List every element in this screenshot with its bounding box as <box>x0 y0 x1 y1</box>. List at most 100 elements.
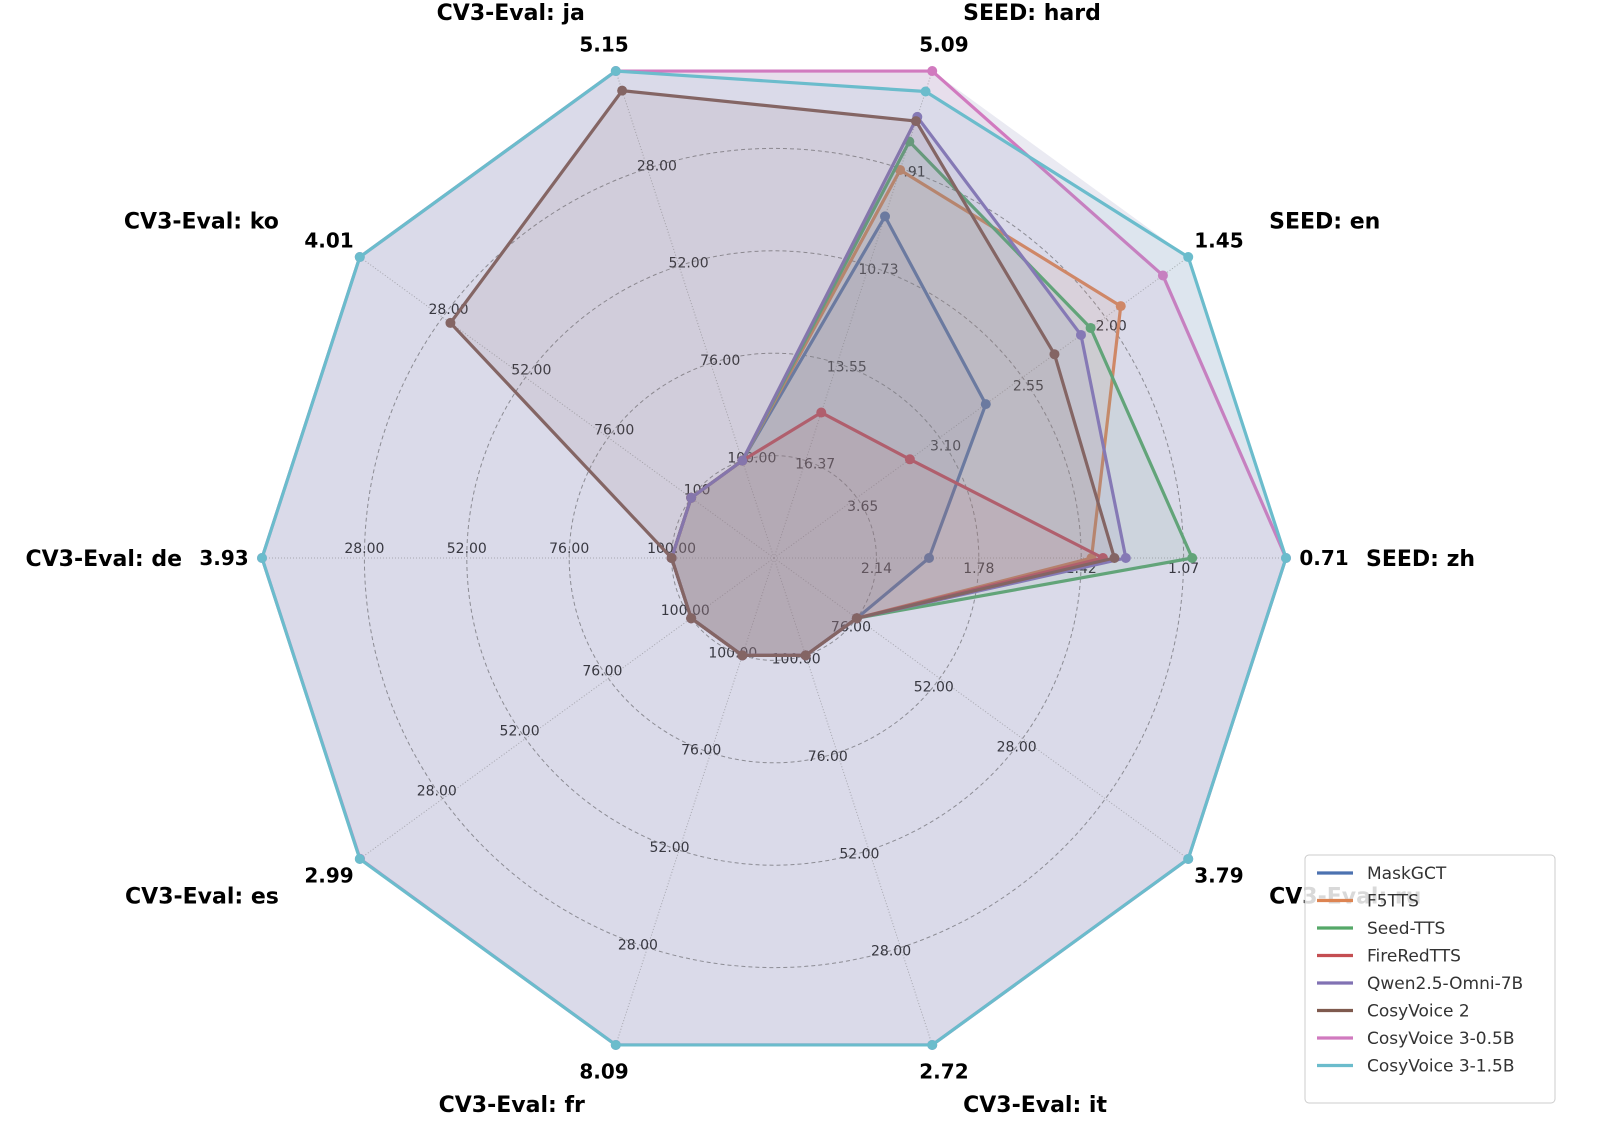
axis-best-value: 0.71 <box>1299 546 1348 570</box>
series-point <box>610 1039 621 1050</box>
axis-spoke <box>615 557 775 1046</box>
tick-label: 52.00 <box>511 362 551 378</box>
legend-entry: Seed-TTS <box>1367 919 1445 939</box>
axis-label: CV3-Eval: de <box>26 547 183 572</box>
series-point <box>737 455 748 466</box>
series-point <box>924 553 935 563</box>
tick-label: 28.00 <box>871 944 911 960</box>
series-point <box>1187 553 1198 563</box>
tick-label: 10.73 <box>858 262 898 278</box>
series-area <box>671 412 1103 656</box>
series-point <box>851 613 862 624</box>
tick-label: 52.00 <box>447 541 487 557</box>
tick-label: 28.00 <box>417 784 457 800</box>
series-point <box>980 399 991 410</box>
legend-entry: F5TTS <box>1367 892 1419 912</box>
series-point <box>617 85 628 96</box>
legend-entry: CosyVoice 2 <box>1367 1002 1470 1022</box>
series-point <box>904 454 915 465</box>
axis-label: CV3-Eval: ko <box>124 210 279 235</box>
tick-label: 16.37 <box>795 457 835 473</box>
legend-entry: CosyVoice 3-0.5B <box>1367 1029 1514 1049</box>
series-layer <box>257 66 1291 1050</box>
series-point <box>895 164 906 175</box>
axis-best-value: 8.09 <box>579 1060 628 1084</box>
series-point <box>910 116 921 127</box>
series-point <box>666 553 677 563</box>
tick-label: 28.00 <box>997 740 1037 756</box>
tick-label: 76.00 <box>700 353 740 369</box>
axis-spoke <box>359 557 775 860</box>
tick-label: 100.00 <box>661 603 710 619</box>
tick-label: 13.55 <box>827 359 867 375</box>
axis-spoke <box>773 557 933 1046</box>
tick-label: 52.00 <box>650 840 690 856</box>
tick-label: 1.07 <box>1168 561 1199 577</box>
series-point <box>1085 322 1096 333</box>
tick-label: 76.00 <box>549 541 589 557</box>
series-point <box>1109 553 1120 563</box>
axis-best-value: 1.45 <box>1194 229 1243 253</box>
legend-box <box>1304 854 1556 1104</box>
tick-label: 76.00 <box>594 423 634 439</box>
tick-label: 76.00 <box>808 749 848 765</box>
series-point <box>686 492 697 503</box>
series-point <box>1049 349 1060 360</box>
tick-label: 3.65 <box>847 499 878 515</box>
series-point <box>354 252 365 263</box>
series-point <box>927 1039 938 1050</box>
legend: MaskGCT F5TTS Seed-TTS FireRedTTS Qwen2.5-Om… <box>1304 854 1556 1104</box>
series-point <box>1075 329 1086 340</box>
series-point <box>686 613 697 624</box>
series-point <box>257 553 267 563</box>
series-area <box>671 141 1193 656</box>
series-area <box>671 116 1126 656</box>
grid-circle <box>466 250 1082 866</box>
axis-label: CV3-Eval: fr <box>439 1093 585 1118</box>
axis-spoke <box>359 256 775 559</box>
tick-label: 2.14 <box>861 561 892 577</box>
series-point <box>610 66 621 77</box>
series-point <box>1183 853 1194 864</box>
axis-best-value: 5.09 <box>919 32 968 56</box>
legend-entry: MaskGCT <box>1367 864 1447 884</box>
series-point <box>816 407 827 418</box>
series-area <box>671 169 1121 656</box>
axis-label: CV3-Eval: it <box>963 1093 1107 1118</box>
tick-label: 52.00 <box>500 723 540 739</box>
series-area <box>262 71 1286 1045</box>
series-point <box>1157 270 1168 281</box>
tick-label: 28.00 <box>618 937 658 953</box>
tick-label: 3.10 <box>930 439 961 455</box>
series-point <box>1120 553 1131 563</box>
axis-best-value: 3.79 <box>1194 863 1243 887</box>
series-point <box>879 211 890 222</box>
tick-label: 1.78 <box>963 561 994 577</box>
tick-label: 28.00 <box>344 541 384 557</box>
axis-best-value: 4.01 <box>304 229 353 253</box>
tick-label: 52.00 <box>669 256 709 272</box>
axis-best-value: 2.72 <box>919 1060 968 1084</box>
axis-spoke <box>773 70 933 559</box>
series-point <box>737 650 748 661</box>
series-point <box>800 650 811 661</box>
axis-best-value: 2.99 <box>304 863 353 887</box>
axis-label: SEED: en <box>1269 210 1380 235</box>
series-point <box>927 66 938 77</box>
series-point <box>920 86 931 97</box>
axis-spoke <box>773 557 1189 860</box>
axis-best-value: 5.15 <box>579 32 628 56</box>
series-area <box>262 71 1286 1045</box>
series-area <box>450 90 1115 656</box>
axis-label: CV3-Eval: ja <box>437 1 585 26</box>
axis-spoke <box>615 70 775 559</box>
tick-label: 52.00 <box>839 846 879 862</box>
tick-label: 76.00 <box>582 663 622 679</box>
axis-label: SEED: hard <box>963 1 1101 26</box>
tick-label: 52.00 <box>914 679 954 695</box>
tick-label: 76.00 <box>681 743 721 759</box>
series-point <box>1115 301 1126 312</box>
axis-label: CV3-Eval: es <box>125 884 279 909</box>
